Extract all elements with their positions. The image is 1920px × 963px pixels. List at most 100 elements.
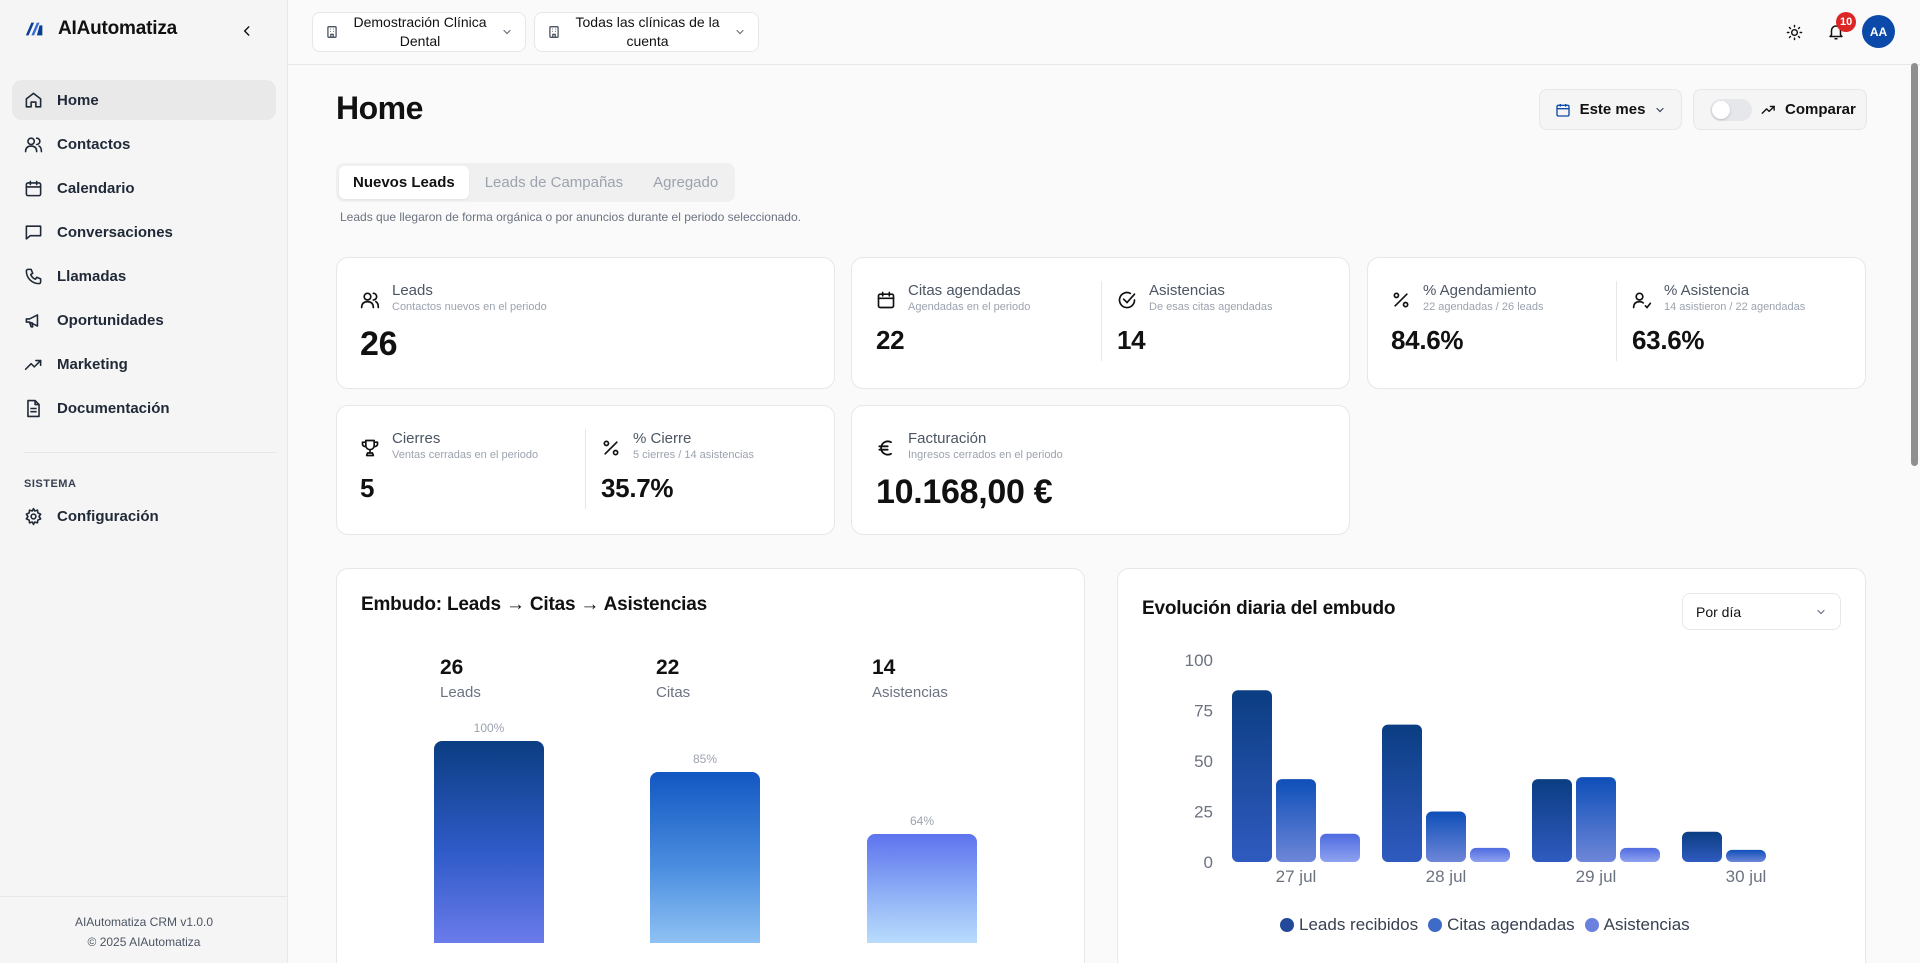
- chart-legend: Leads recibidos Citas agendadas Asistenc…: [1280, 915, 1690, 935]
- legend-label: Leads recibidos: [1299, 915, 1419, 934]
- cierres-metric: Cierres Ventas cerradas en el periodo 5: [360, 430, 538, 504]
- chevron-down-icon: [736, 29, 744, 35]
- tab-agregado[interactable]: Agregado: [653, 174, 719, 191]
- x-tick-label: 28 jul: [1426, 867, 1467, 886]
- check-circle-icon: [1118, 291, 1136, 309]
- bar-citas[interactable]: [1576, 777, 1616, 862]
- brand-name: AIAutomatiza: [58, 18, 177, 39]
- chevron-down-icon: [503, 29, 511, 35]
- clinic-selector[interactable]: Demostración Clínica Dental: [312, 12, 526, 52]
- calendar-icon: [877, 291, 895, 309]
- granularity-dropdown[interactable]: Por día: [1682, 593, 1841, 630]
- percent-icon: [1393, 292, 1409, 308]
- user-check-icon: [1632, 292, 1652, 309]
- sidebar-item-label: Calendario: [57, 179, 135, 197]
- chevron-down-icon: [1817, 609, 1825, 614]
- compare-button[interactable]: Comparar: [1693, 89, 1867, 130]
- period-button-label: Este mes: [1579, 101, 1646, 118]
- x-tick-label: 27 jul: [1276, 867, 1317, 886]
- metric-value: 35.7%: [601, 473, 674, 503]
- metric-sub: 22 agendadas / 26 leads: [1423, 301, 1544, 313]
- sidebar-item-label: Documentación: [57, 399, 170, 417]
- account-selector[interactable]: Todas las clínicas de la cuenta: [534, 12, 759, 52]
- building-icon: [549, 26, 559, 38]
- bar-leads[interactable]: [1232, 690, 1272, 862]
- y-tick-label: 25: [1194, 803, 1213, 822]
- sidebar-item-contactos[interactable]: Contactos: [12, 124, 276, 164]
- bar-asistencias[interactable]: [1620, 847, 1660, 862]
- bar-leads[interactable]: [1382, 724, 1422, 862]
- sidebar-item-configuracion[interactable]: Configuración: [12, 496, 276, 536]
- compare-button-label: Comparar: [1785, 101, 1856, 118]
- citas-card: [851, 257, 1350, 389]
- daily-bar-chart: 0 25 50 75 100 27 jul 28 jul 29 jul 30 jul: [1185, 651, 1767, 886]
- page-scrollbar[interactable]: [1911, 63, 1918, 466]
- bar-citas[interactable]: [1426, 811, 1466, 863]
- users-icon: [360, 292, 380, 309]
- metric-value: 10.168,00 €: [876, 473, 1053, 511]
- funnel-bar-pct: 100%: [473, 721, 505, 735]
- trending-up-icon: [24, 359, 42, 370]
- avatar[interactable]: AA: [1862, 15, 1895, 48]
- metric-sub: Ingresos cerrados en el periodo: [908, 449, 1063, 461]
- metric-label: Facturación: [908, 430, 987, 447]
- sidebar-item-label: Oportunidades: [57, 311, 164, 329]
- funnel-bar-pct: 64%: [909, 814, 935, 828]
- legend-item: Citas agendadas: [1428, 915, 1575, 935]
- sidebar-system-nav: Configuración: [12, 496, 276, 540]
- sidebar-item-oportunidades[interactable]: Oportunidades: [12, 300, 276, 340]
- euro-icon: [878, 440, 892, 456]
- card-divider: [1616, 281, 1617, 361]
- calendar-icon: [25, 180, 42, 196]
- bar-citas[interactable]: [1276, 779, 1316, 862]
- building-icon: [327, 26, 337, 38]
- bar-citas[interactable]: [1726, 849, 1766, 862]
- sun-icon: [1786, 24, 1802, 40]
- bar-asistencias[interactable]: [1320, 833, 1360, 862]
- topbar: [288, 0, 1920, 65]
- metric-label: % Agendamiento: [1423, 282, 1537, 299]
- sidebar-item-label: Home: [57, 91, 99, 109]
- tab-leads-campanas[interactable]: Leads de Campañas: [484, 174, 624, 191]
- bar-asistencias[interactable]: [1470, 847, 1510, 862]
- funnel-bar-asistencias: [867, 834, 977, 943]
- funnel-stage-label: Asistencias: [872, 684, 948, 701]
- period-button[interactable]: Este mes: [1539, 89, 1682, 130]
- leads-metric: Leads Contactos nuevos en el periodo 26: [360, 282, 547, 364]
- copyright-text: © 2025 AIAutomatiza: [87, 935, 201, 949]
- granularity-dropdown-label: Por día: [1696, 603, 1742, 620]
- metric-value: 22: [876, 325, 905, 355]
- y-tick-label: 100: [1185, 651, 1213, 670]
- sidebar-item-marketing[interactable]: Marketing: [12, 344, 276, 384]
- funnel-bar-pct: 85%: [692, 752, 718, 766]
- brand[interactable]: AIAutomatiza: [24, 18, 177, 40]
- version-text: AIAutomatiza CRM v1.0.0: [74, 915, 214, 929]
- sidebar-item-home[interactable]: Home: [12, 80, 276, 120]
- theme-toggle-button[interactable]: [1782, 20, 1806, 44]
- tab-nuevos-leads[interactable]: Nuevos Leads: [339, 166, 469, 199]
- document-icon: [27, 399, 40, 417]
- collapse-sidebar-button[interactable]: [236, 20, 258, 42]
- sidebar-item-llamadas[interactable]: Llamadas: [12, 256, 276, 296]
- pct-agendamiento-metric: % Agendamiento 22 agendadas / 26 leads 84…: [1391, 282, 1544, 356]
- trending-up-icon: [1761, 105, 1775, 114]
- account-selector-label: Todas las clínicas de la cuenta: [575, 14, 720, 49]
- bar-leads[interactable]: [1532, 779, 1572, 862]
- compare-toggle[interactable]: [1710, 98, 1752, 121]
- sidebar-nav: Home Contactos Calendario Conversaciones…: [12, 80, 276, 432]
- clinic-selector-label: Demostración Clínica Dental: [353, 14, 487, 49]
- y-tick-label: 0: [1204, 853, 1213, 872]
- trophy-icon: [361, 439, 379, 457]
- pct-cierre-metric: % Cierre 5 cierres / 14 asistencias 35.7%: [601, 430, 754, 504]
- notifications-badge: 10: [1836, 12, 1857, 32]
- sidebar-item-calendario[interactable]: Calendario: [12, 168, 276, 208]
- bar-leads[interactable]: [1682, 831, 1722, 862]
- sidebar-item-conversaciones[interactable]: Conversaciones: [12, 212, 276, 252]
- chevron-down-icon: [1656, 107, 1665, 112]
- metric-sub: Agendadas en el periodo: [908, 301, 1031, 313]
- megaphone-icon: [25, 313, 39, 328]
- users-icon: [24, 136, 43, 152]
- calendar-icon: [1555, 103, 1570, 117]
- leads-card: [336, 257, 835, 389]
- sidebar-item-documentacion[interactable]: Documentación: [12, 388, 276, 428]
